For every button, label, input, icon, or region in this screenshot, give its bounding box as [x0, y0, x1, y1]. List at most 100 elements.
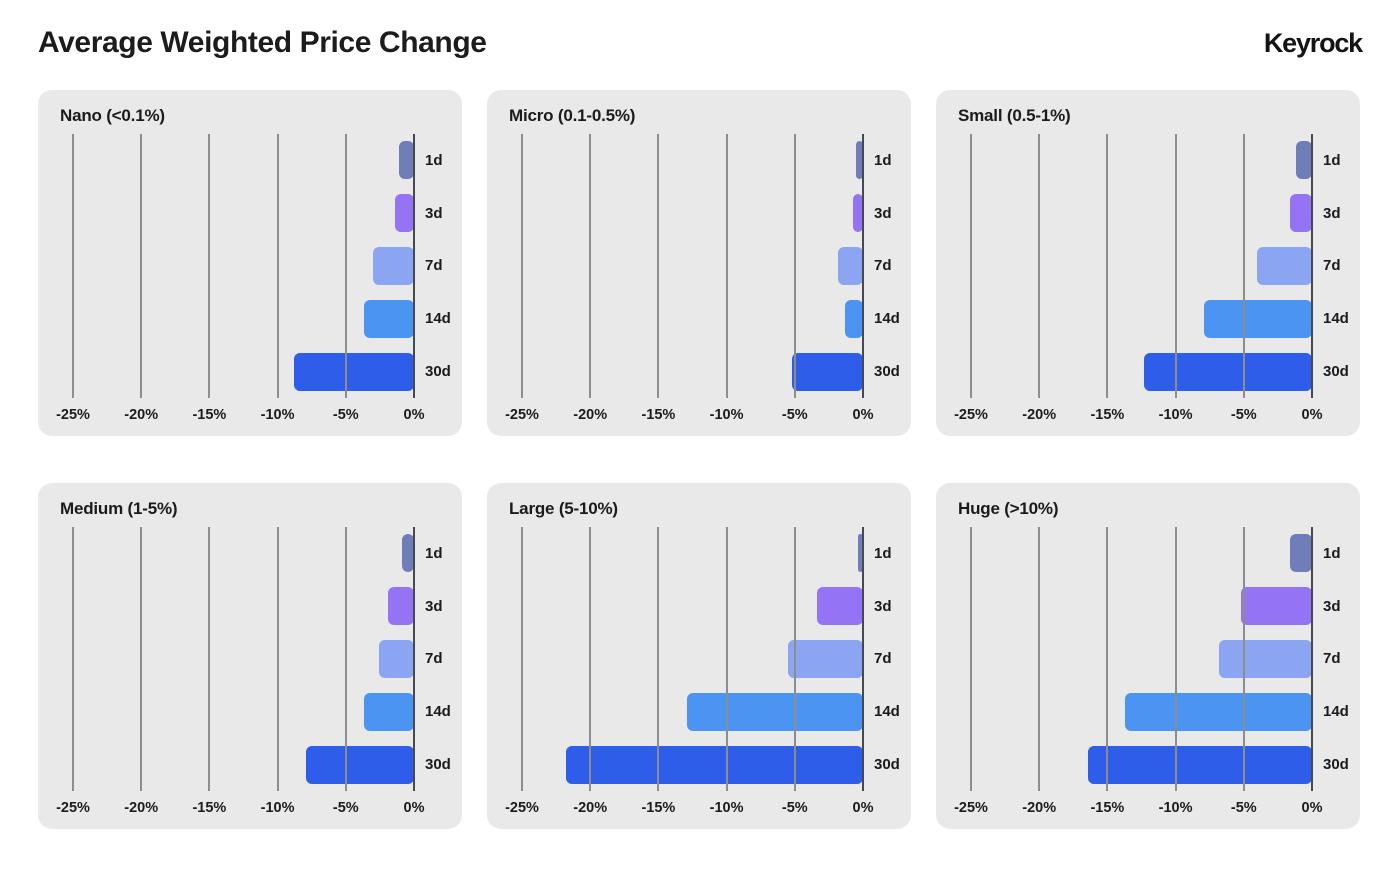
x-tick--15%: -15%	[192, 800, 227, 816]
panel-title: Large (5-10%)	[509, 499, 618, 518]
zero-axis-line	[862, 134, 864, 398]
x-tick-0%: 0%	[403, 800, 425, 816]
panel-title: Huge (>10%)	[958, 499, 1059, 518]
category-label-30d: 30d	[425, 756, 451, 774]
category-label-14d: 14d	[1323, 310, 1349, 328]
gridline--10%	[276, 527, 279, 791]
category-label-1d: 1d	[874, 544, 892, 562]
bar-rows	[73, 134, 414, 398]
bar-row-3d	[522, 580, 863, 633]
bar-14d	[687, 692, 863, 731]
chart-panel: Small (0.5-1%) 1d 3d 7d 14d 30d -25% -20% -15%…	[936, 90, 1360, 436]
category-label-1d: 1d	[425, 544, 443, 562]
category-label-7d: 7d	[874, 650, 892, 668]
zero-axis-line	[1311, 527, 1313, 791]
bar-row-7d	[971, 240, 1312, 293]
report-header: Average Weighted Price Change Keyrock	[38, 26, 1363, 60]
category-label-30d: 30d	[1323, 756, 1349, 774]
bar-14d	[363, 299, 414, 338]
panel-title: Micro (0.1-0.5%)	[509, 106, 636, 125]
gridline--20%	[589, 134, 592, 398]
gridline--25%	[521, 134, 523, 398]
bar-row-7d	[73, 633, 414, 686]
x-tick-0%: 0%	[1301, 800, 1323, 816]
category-label-14d: 14d	[425, 703, 451, 721]
gridline--5%	[1242, 527, 1245, 791]
category-label-30d: 30d	[425, 363, 451, 381]
x-tick--20%: -20%	[1022, 407, 1057, 423]
page-title: Average Weighted Price Change	[38, 26, 487, 59]
chart-panel: Micro (0.1-0.5%) 1d 3d 7d 14d 30d -25% -20% -1…	[487, 90, 911, 436]
category-label-30d: 30d	[1323, 363, 1349, 381]
bar-row-1d	[971, 527, 1312, 580]
bar-7d	[787, 639, 863, 678]
x-axis-labels: -25% -20% -15% -10% -5% 0%	[56, 791, 424, 823]
x-tick--15%: -15%	[641, 800, 676, 816]
bar-7d	[838, 246, 863, 285]
x-tick--10%: -10%	[1158, 407, 1193, 423]
category-label-3d: 3d	[425, 597, 443, 615]
category-label-3d: 3d	[1323, 204, 1341, 222]
zero-axis-line	[413, 527, 415, 791]
chart-panel: Medium (1-5%) 1d 3d 7d 14d 30d -25% -20% -15% -…	[38, 483, 462, 829]
x-tick--25%: -25%	[56, 800, 90, 816]
zero-axis-line	[1311, 134, 1313, 398]
chart-panel: Large (5-10%) 1d 3d 7d 14d 30d -25% -20% -15% -…	[487, 483, 911, 829]
bar-row-14d	[522, 685, 863, 738]
category-label-1d: 1d	[1323, 151, 1341, 169]
x-tick--25%: -25%	[954, 800, 988, 816]
chart-panels-grid: Nano (<0.1%) 1d 3d 7d 14d 30d -25% -20% -15% -1…	[38, 90, 1362, 829]
bar-row-7d	[522, 633, 863, 686]
plot-wrap: 1d 3d 7d 14d 30d	[970, 134, 1360, 398]
gridline--10%	[1174, 527, 1177, 791]
category-label-3d: 3d	[1323, 597, 1341, 615]
gridline--15%	[657, 134, 660, 398]
bar-rows	[971, 527, 1312, 791]
bar-row-3d	[73, 187, 414, 240]
bar-3d	[388, 587, 414, 626]
bar-row-7d	[73, 240, 414, 293]
category-label-7d: 7d	[1323, 257, 1341, 275]
bar-1d	[857, 534, 863, 573]
bar-30d	[1088, 745, 1312, 784]
bar-row-1d	[73, 134, 414, 187]
category-label-14d: 14d	[874, 310, 900, 328]
bar-rows	[522, 527, 863, 791]
bar-row-1d	[522, 527, 863, 580]
bar-14d	[1125, 692, 1312, 731]
plot-area	[521, 134, 864, 398]
gridline--20%	[1038, 134, 1041, 398]
plot-wrap: 1d 3d 7d 14d 30d	[521, 527, 911, 791]
gridline--15%	[657, 527, 660, 791]
gridline--5%	[344, 134, 347, 398]
bar-3d	[1241, 587, 1312, 626]
bar-row-14d	[73, 685, 414, 738]
gridline--5%	[793, 527, 796, 791]
x-tick--5%: -5%	[781, 800, 808, 816]
gridline--10%	[725, 527, 728, 791]
bar-row-30d	[522, 345, 863, 398]
bar-rows	[73, 527, 414, 791]
gridline--10%	[725, 134, 728, 398]
x-tick--15%: -15%	[1090, 407, 1125, 423]
x-tick--20%: -20%	[573, 800, 608, 816]
category-label-strip: 1d 3d 7d 14d 30d	[414, 527, 462, 791]
plot-area	[970, 527, 1313, 791]
x-tick--10%: -10%	[709, 800, 744, 816]
x-tick--5%: -5%	[1230, 800, 1257, 816]
bar-30d	[293, 352, 414, 391]
zero-axis-line	[862, 527, 864, 791]
category-label-strip: 1d 3d 7d 14d 30d	[1312, 134, 1360, 398]
category-label-7d: 7d	[1323, 650, 1341, 668]
category-label-strip: 1d 3d 7d 14d 30d	[863, 527, 911, 791]
category-label-30d: 30d	[874, 363, 900, 381]
bar-rows	[522, 134, 863, 398]
x-axis-labels: -25% -20% -15% -10% -5% 0%	[505, 791, 873, 823]
gridline--10%	[276, 134, 279, 398]
category-label-1d: 1d	[425, 151, 443, 169]
x-axis-labels: -25% -20% -15% -10% -5% 0%	[505, 398, 873, 430]
category-label-7d: 7d	[874, 257, 892, 275]
zero-axis-line	[413, 134, 415, 398]
category-label-14d: 14d	[1323, 703, 1349, 721]
